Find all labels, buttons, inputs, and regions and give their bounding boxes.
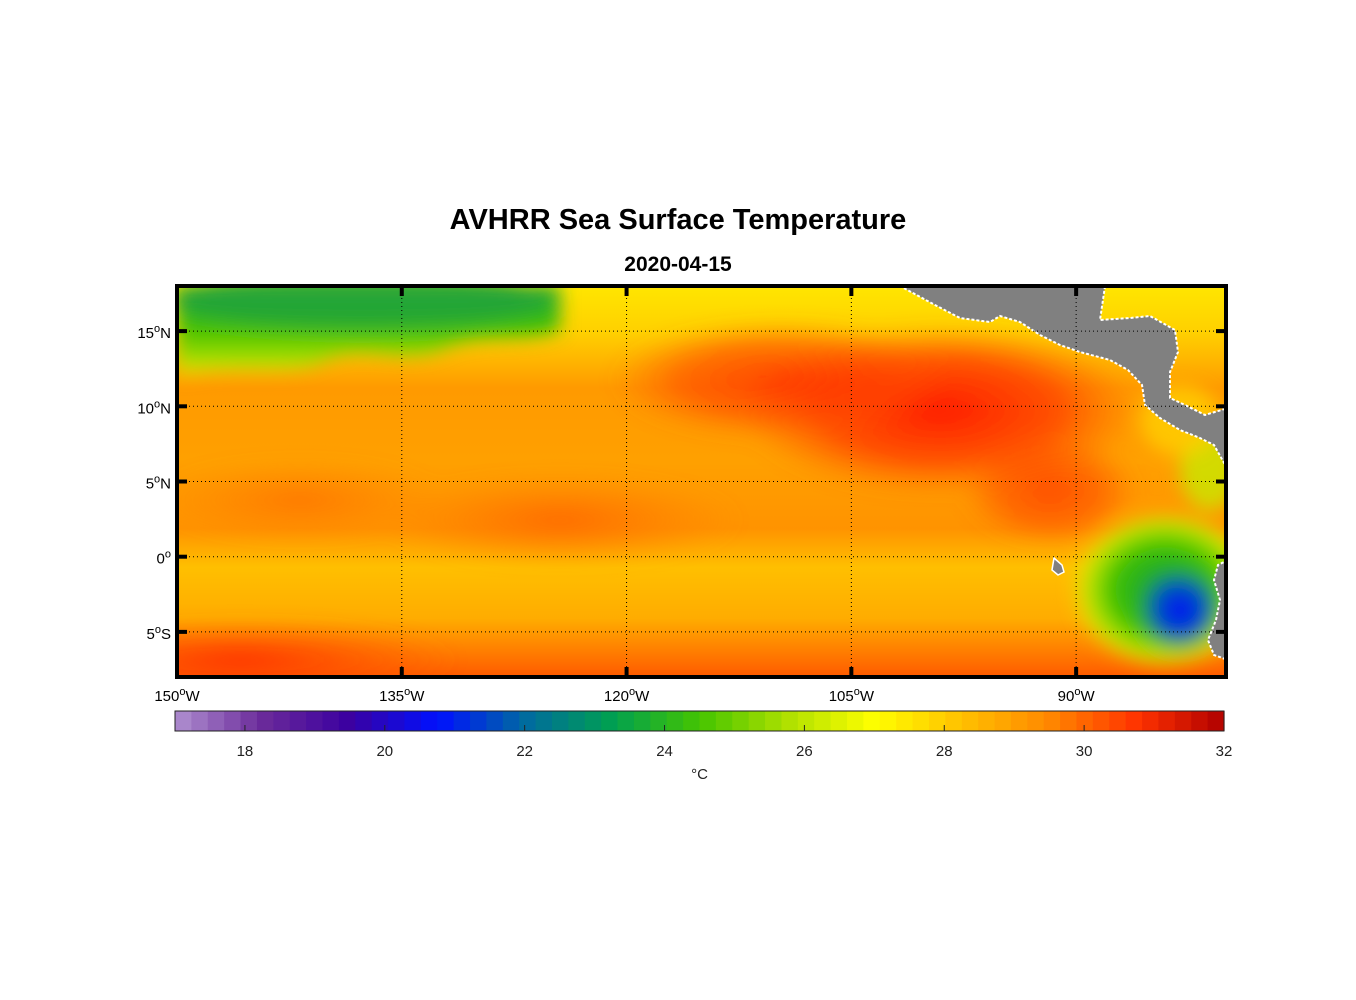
colorbar-swatch	[240, 711, 258, 731]
colorbar-swatch	[699, 711, 717, 731]
colorbar-tick-label: 30	[1076, 743, 1093, 760]
colorbar-swatch	[666, 711, 684, 731]
colorbar-swatch	[863, 711, 881, 731]
colorbar-swatch	[437, 711, 455, 731]
colorbar-swatch	[1125, 711, 1143, 731]
colorbar-swatch	[847, 711, 865, 731]
south-america-land	[1206, 559, 1226, 661]
colorbar-tick-label: 22	[516, 743, 533, 760]
colorbar-swatch	[388, 711, 406, 731]
latitude-axis: 15oN 10oN 5oN 0o 5oS	[137, 323, 1226, 643]
colorbar-swatch	[1060, 711, 1078, 731]
colorbar-swatch	[551, 711, 569, 731]
colorbar-tick-label: 20	[376, 743, 393, 760]
lon-tick-label: 90oW	[1058, 686, 1096, 705]
lon-tick-label: 120oW	[604, 686, 650, 705]
colorbar-tick-label: 26	[796, 743, 813, 760]
lat-tick-label: 5oS	[147, 624, 171, 643]
colorbar-swatch	[928, 711, 946, 731]
colorbar-swatch	[224, 711, 242, 731]
colorbar-swatch	[191, 711, 209, 731]
lat-tick-label: 0o	[157, 549, 171, 568]
colorbar-swatch	[617, 711, 635, 731]
galapagos-islands	[1051, 556, 1065, 576]
colorbar-swatch	[879, 711, 897, 731]
colorbar-swatch	[797, 711, 815, 731]
colorbar-swatch	[683, 711, 701, 731]
colorbar: 18 20 22 24 26 28 30 32 °C	[174, 710, 1233, 783]
colorbar-swatch	[978, 711, 996, 731]
colorbar-swatch	[765, 711, 783, 731]
colorbar-swatch	[1158, 711, 1176, 731]
colorbar-swatch	[306, 711, 324, 731]
colorbar-unit-label: °C	[691, 766, 708, 783]
colorbar-tick-label: 24	[656, 743, 673, 760]
colorbar-swatch	[355, 711, 373, 731]
colorbar-swatch	[814, 711, 832, 731]
colorbar-tick-label: 32	[1216, 743, 1233, 760]
colorbar-tick-label: 18	[237, 743, 254, 760]
colorbar-swatch	[1142, 711, 1160, 731]
colorbar-swatch	[322, 711, 340, 731]
colorbar-swatch	[486, 711, 504, 731]
colorbar-swatch	[1174, 711, 1192, 731]
lat-tick-label: 5oN	[146, 474, 171, 493]
colorbar-swatch	[961, 711, 979, 731]
lon-tick-label: 135oW	[379, 686, 425, 705]
colorbar-swatch	[175, 711, 192, 731]
colorbar-swatch	[1027, 711, 1045, 731]
colorbar-swatch	[256, 711, 274, 731]
central-america-land	[899, 286, 1226, 469]
colorbar-swatch	[502, 711, 520, 731]
colorbar-swatch	[945, 711, 963, 731]
colorbar-swatch	[732, 711, 750, 731]
chart-title: AVHRR Sea Surface Temperature	[449, 204, 907, 236]
colorbar-swatch	[470, 711, 488, 731]
colorbar-swatch	[1043, 711, 1061, 731]
colorbar-swatch	[535, 711, 553, 731]
longitude-axis: 150oW 135oW 120oW 105oW 90oW	[154, 286, 1095, 705]
colorbar-swatch	[896, 711, 914, 731]
colorbar-swatch	[1010, 711, 1028, 731]
lat-tick-label: 15oN	[137, 323, 171, 342]
colorbar-swatch	[568, 711, 586, 731]
colorbar-swatch	[830, 711, 848, 731]
colorbar-outline	[174, 710, 1225, 732]
graticule	[177, 286, 1226, 677]
colorbar-swatch	[1076, 711, 1094, 731]
colorbar-tick-label: 28	[936, 743, 953, 760]
colorbar-swatch	[453, 711, 471, 731]
colorbar-swatch	[1191, 711, 1209, 731]
chart-subtitle: 2020-04-15	[624, 253, 732, 276]
sst-field	[177, 286, 1226, 677]
colorbar-swatch	[1207, 711, 1225, 731]
colorbar-swatch	[781, 711, 799, 731]
colorbar-swatch	[371, 711, 389, 731]
colorbar-swatch	[633, 711, 651, 731]
lat-tick-label: 10oN	[137, 398, 171, 417]
colorbar-swatch	[994, 711, 1012, 731]
colorbar-swatch	[715, 711, 733, 731]
colorbar-swatch	[1109, 711, 1127, 731]
colorbar-swatch	[420, 711, 438, 731]
colorbar-swatch	[601, 711, 619, 731]
colorbar-swatch	[584, 711, 602, 731]
colorbar-swatch	[1092, 711, 1110, 731]
colorbar-swatch	[519, 711, 537, 731]
colorbar-swatch	[207, 711, 225, 731]
colorbar-swatch	[912, 711, 930, 731]
colorbar-swatch	[404, 711, 422, 731]
colorbar-swatch	[338, 711, 356, 731]
colorbar-swatch	[748, 711, 766, 731]
lon-tick-label: 105oW	[829, 686, 875, 705]
colorbar-swatch	[650, 711, 668, 731]
colorbar-swatch	[273, 711, 291, 731]
lon-tick-label: 150oW	[154, 686, 200, 705]
colorbar-swatch	[289, 711, 307, 731]
